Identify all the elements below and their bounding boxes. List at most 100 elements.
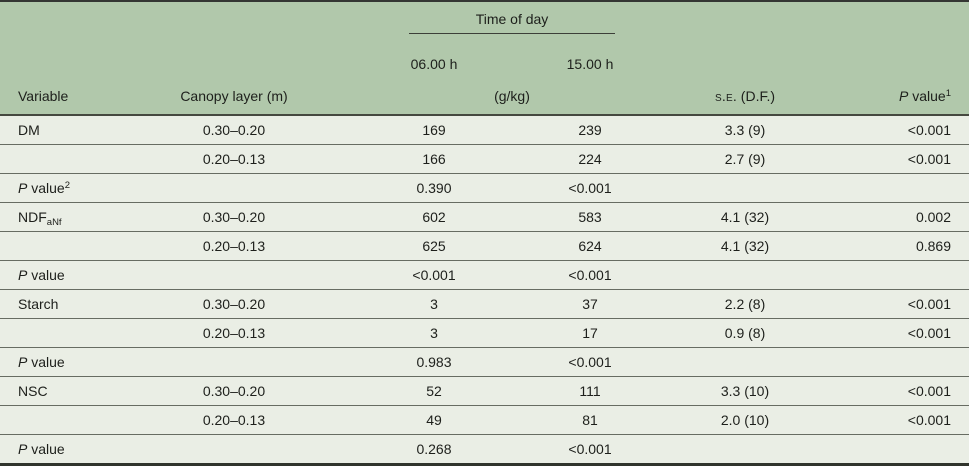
value-1500h-cell: 624 — [512, 231, 668, 261]
canopy-layer-cell: 0.20–0.13 — [140, 231, 356, 261]
value-0600h-cell: 166 — [356, 144, 512, 174]
value-0600h-cell: 3 — [356, 318, 512, 348]
p-italic: P — [899, 87, 909, 104]
table-row: Starch 0.30–0.20 3 37 2.2 (8) <0.001 — [0, 289, 969, 319]
variable-cell — [0, 318, 140, 348]
variable-cell: P value2 — [0, 173, 140, 203]
variable-cell: NDFaNf — [0, 202, 140, 232]
canopy-layer-cell: 0.20–0.13 — [140, 405, 356, 435]
col-header-1500h: 15.00 h — [512, 49, 668, 79]
se-df-cell — [668, 260, 822, 290]
p-value-cell: 0.002 — [822, 202, 969, 232]
col-header-0600h: 06.00 h — [356, 49, 512, 79]
variable-cell: NSC — [0, 376, 140, 406]
variable-cell — [0, 231, 140, 261]
table-row: P value <0.001 <0.001 — [0, 260, 969, 290]
p-value-cell: <0.001 — [822, 318, 969, 348]
p-value-cell: <0.001 — [822, 144, 969, 174]
value-1500h-cell: <0.001 — [512, 173, 668, 203]
variable-cell: P value — [0, 260, 140, 290]
value-0600h-cell: 602 — [356, 202, 512, 232]
canopy-layer-cell: 0.30–0.20 — [140, 115, 356, 145]
se-df-cell — [668, 434, 822, 465]
p-value-footnote-mark: 1 — [945, 87, 951, 99]
canopy-layer-cell — [140, 434, 356, 465]
variable-cell: P value — [0, 347, 140, 377]
col-header-variable: Variable — [0, 79, 140, 115]
value-0600h-cell: 0.983 — [356, 347, 512, 377]
p-value-cell: <0.001 — [822, 289, 969, 319]
canopy-layer-cell: 0.20–0.13 — [140, 318, 356, 348]
table-row: 0.20–0.13 625 624 4.1 (32) 0.869 — [0, 231, 969, 261]
variable-cell — [0, 144, 140, 174]
canopy-layer-cell — [140, 260, 356, 290]
p-value-cell — [822, 260, 969, 290]
se-df-cell: 0.9 (8) — [668, 318, 822, 348]
value-0600h-cell: 3 — [356, 289, 512, 319]
se-small-caps: s.e. — [714, 87, 737, 104]
header-spacer — [822, 1, 969, 49]
p-value-cell: 0.869 — [822, 231, 969, 261]
table-header: Time of day 06.00 h 15.00 h Variable Can… — [0, 1, 969, 115]
p-value-cell: <0.001 — [822, 115, 969, 145]
se-df-cell: 2.2 (8) — [668, 289, 822, 319]
canopy-layer-cell — [140, 347, 356, 377]
table-row: 0.20–0.13 49 81 2.0 (10) <0.001 — [0, 405, 969, 435]
col-header-se-df: s.e. (D.F.) — [668, 79, 822, 115]
table-row: P value 0.268 <0.001 — [0, 434, 969, 465]
p-value-text: value — [908, 87, 946, 104]
p-value-cell — [822, 173, 969, 203]
table-row: 0.20–0.13 166 224 2.7 (9) <0.001 — [0, 144, 969, 174]
header-spacer — [140, 1, 356, 49]
header-spacer — [668, 1, 822, 49]
time-of-day-rule — [409, 33, 615, 34]
value-1500h-cell: 583 — [512, 202, 668, 232]
value-1500h-cell: 37 — [512, 289, 668, 319]
se-df-cell: 2.7 (9) — [668, 144, 822, 174]
header-row-time-of-day: Time of day — [0, 1, 969, 49]
p-value-cell — [822, 434, 969, 465]
table-body: DM 0.30–0.20 169 239 3.3 (9) <0.001 0.20–0.13 1… — [0, 115, 969, 465]
table-row: NSC 0.30–0.20 52 111 3.3 (10) <0.001 — [0, 376, 969, 406]
col-header-p-value: P value1 — [822, 79, 969, 115]
se-df-cell: 4.1 (32) — [668, 202, 822, 232]
canopy-layer-cell: 0.30–0.20 — [140, 376, 356, 406]
value-0600h-cell: 0.268 — [356, 434, 512, 465]
canopy-layer-cell — [140, 173, 356, 203]
se-df-cell: 4.1 (32) — [668, 231, 822, 261]
value-1500h-cell: 224 — [512, 144, 668, 174]
header-spacer — [0, 1, 140, 49]
value-1500h-cell: 17 — [512, 318, 668, 348]
value-1500h-cell: 239 — [512, 115, 668, 145]
value-0600h-cell: 169 — [356, 115, 512, 145]
value-1500h-cell: 111 — [512, 376, 668, 406]
p-value-cell — [822, 347, 969, 377]
value-0600h-cell: 0.390 — [356, 173, 512, 203]
header-spacer — [140, 49, 356, 79]
table-row: P value2 0.390 <0.001 — [0, 173, 969, 203]
time-of-day-header: Time of day — [356, 1, 668, 49]
table-row: DM 0.30–0.20 169 239 3.3 (9) <0.001 — [0, 115, 969, 145]
se-df-cell: 3.3 (9) — [668, 115, 822, 145]
canopy-layer-cell: 0.30–0.20 — [140, 289, 356, 319]
value-1500h-cell: <0.001 — [512, 434, 668, 465]
variable-cell: P value — [0, 434, 140, 465]
table-row: P value 0.983 <0.001 — [0, 347, 969, 377]
header-spacer — [0, 49, 140, 79]
table-row: 0.20–0.13 3 17 0.9 (8) <0.001 — [0, 318, 969, 348]
value-0600h-cell: 52 — [356, 376, 512, 406]
header-row-times: 06.00 h 15.00 h — [0, 49, 969, 79]
variable-cell — [0, 405, 140, 435]
header-row-columns: Variable Canopy layer (m) (g/kg) s.e. (D… — [0, 79, 969, 115]
value-0600h-cell: 625 — [356, 231, 512, 261]
variable-cell: DM — [0, 115, 140, 145]
df-label: (D.F.) — [736, 87, 776, 104]
value-1500h-cell: 81 — [512, 405, 668, 435]
header-spacer — [668, 49, 822, 79]
table-row: NDFaNf 0.30–0.20 602 583 4.1 (32) 0.002 — [0, 202, 969, 232]
col-header-canopy-layer: Canopy layer (m) — [140, 79, 356, 115]
variable-cell: Starch — [0, 289, 140, 319]
p-value-cell: <0.001 — [822, 376, 969, 406]
se-df-cell: 3.3 (10) — [668, 376, 822, 406]
